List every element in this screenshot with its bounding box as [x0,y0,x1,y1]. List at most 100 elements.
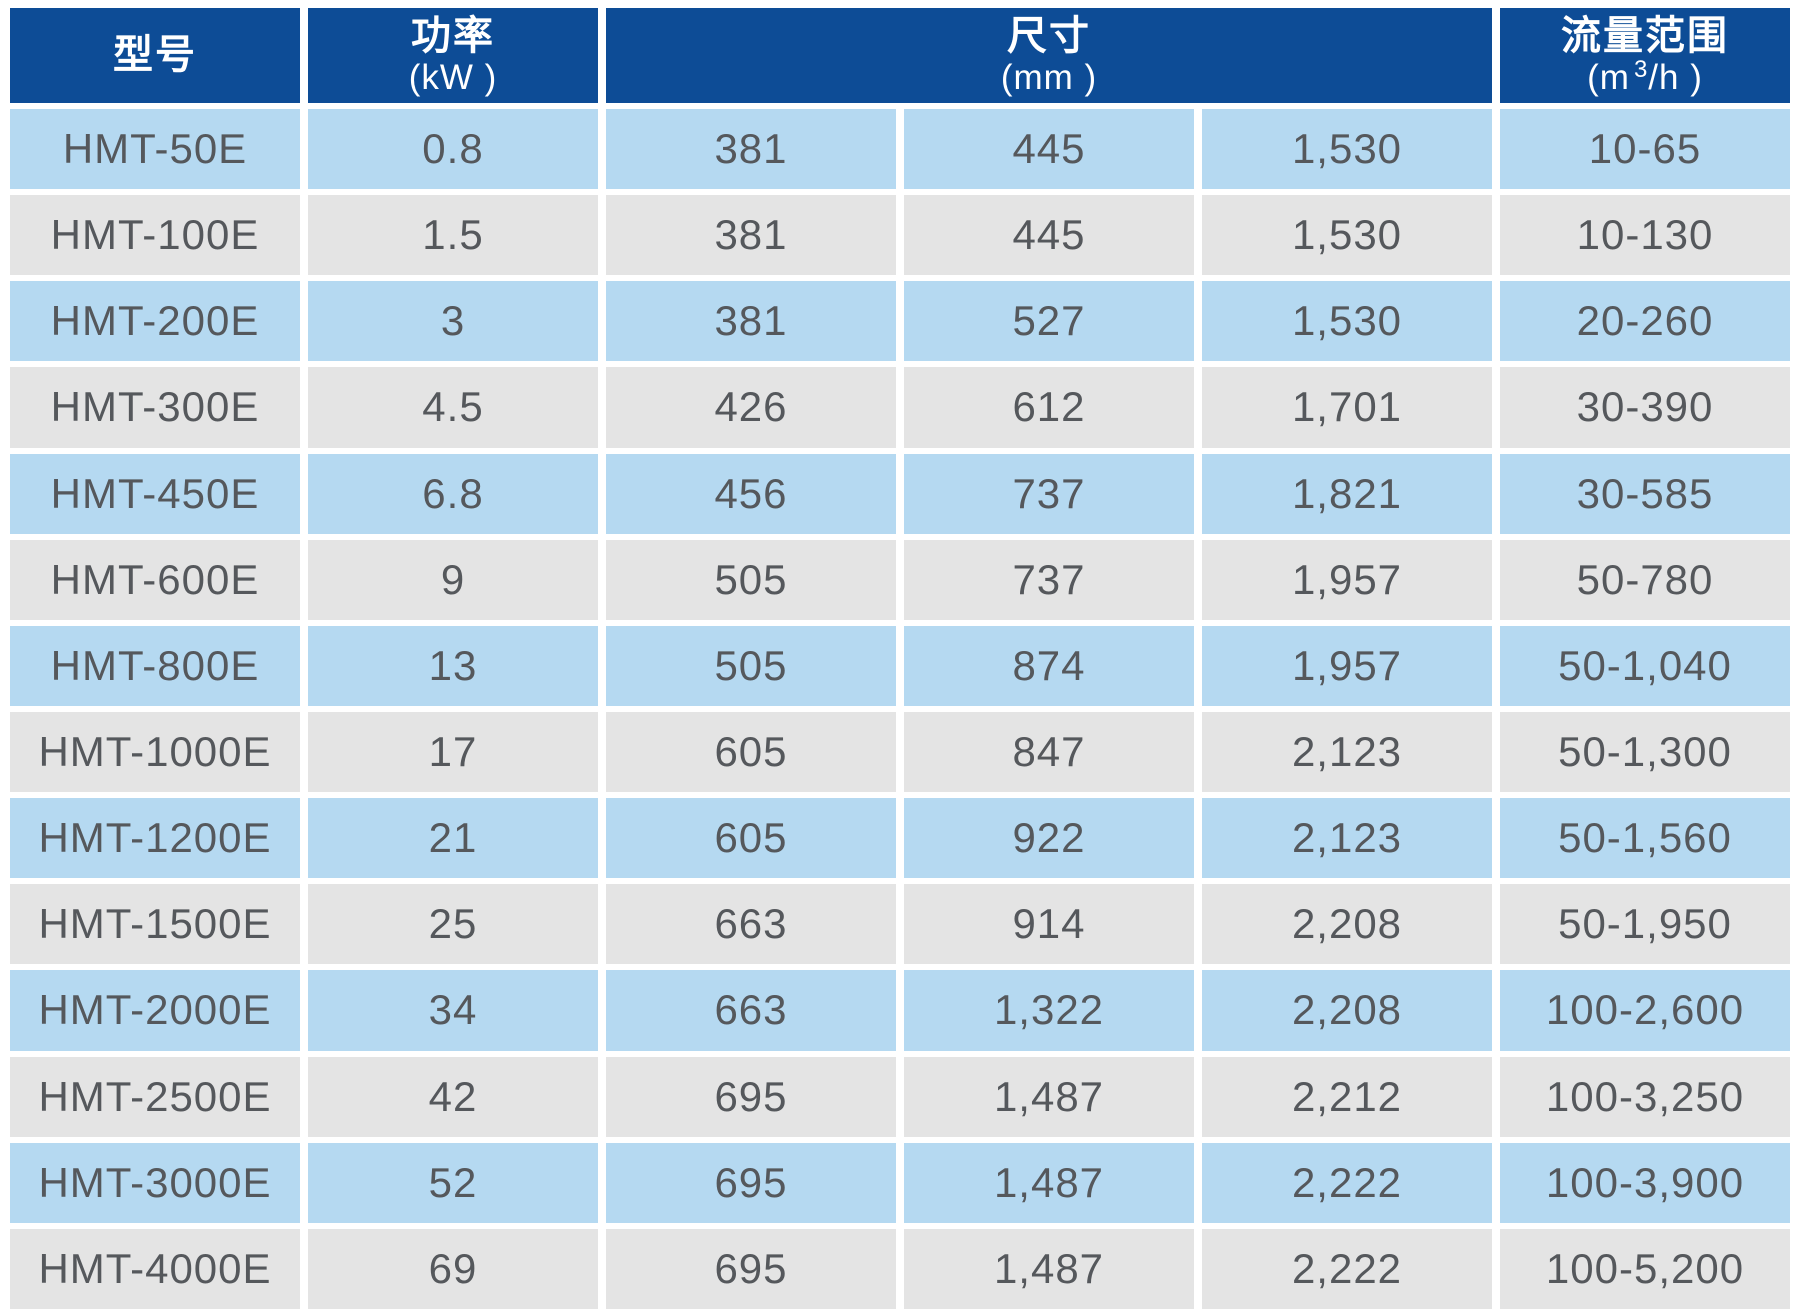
power-cell: 3 [308,281,598,362]
header-power-title: 功率 [411,13,495,58]
flow-range-cell: 20-260 [1500,281,1790,362]
dimension-width-cell: 456 [606,453,896,534]
dimension-width-cell: 505 [606,625,896,706]
dimension-width-cell: 695 [606,1056,896,1137]
dimension-depth-cell: 445 [904,195,1194,276]
power-cell: 52 [308,1142,598,1223]
dimension-depth-cell: 737 [904,453,1194,534]
header-power-unit: (kW ) [408,58,498,98]
dimension-height-cell: 1,957 [1202,539,1492,620]
power-cell: 4.5 [308,367,598,448]
dimension-height-cell: 2,208 [1202,970,1492,1051]
flow-range-cell: 30-585 [1500,453,1790,534]
dimension-height-cell: 2,222 [1202,1228,1492,1309]
flow-range-cell: 50-1,040 [1500,625,1790,706]
model-cell: HMT-300E [10,367,300,448]
flow-range-cell: 50-1,300 [1500,712,1790,793]
model-cell: HMT-2500E [10,1056,300,1137]
flow-range-cell: 50-1,950 [1500,884,1790,965]
flow-range-cell: 10-130 [1500,195,1790,276]
power-cell: 9 [308,539,598,620]
power-cell: 25 [308,884,598,965]
dimension-height-cell: 2,222 [1202,1142,1492,1223]
flow-range-cell: 100-3,900 [1500,1142,1790,1223]
spec-table: 型号 功率 (kW ) 尺寸 (mm ) 流量范围 (m 3/h ) HMT-50… [10,8,1790,1309]
dimension-depth-cell: 527 [904,281,1194,362]
dimension-depth-cell: 914 [904,884,1194,965]
header-flow-cell: 流量范围 (m 3/h ) [1500,8,1790,103]
dimension-height-cell: 1,530 [1202,109,1492,190]
header-flow-unit: (m 3/h ) [1587,55,1703,98]
header-power-cell: 功率 (kW ) [308,8,598,103]
power-cell: 17 [308,712,598,793]
dimension-depth-cell: 1,487 [904,1142,1194,1223]
flow-unit-superscript: 3 [1633,55,1649,83]
power-cell: 42 [308,1056,598,1137]
dimension-depth-cell: 737 [904,539,1194,620]
dimension-height-cell: 1,530 [1202,281,1492,362]
flow-unit-open: (m [1587,58,1630,98]
dimension-width-cell: 426 [606,367,896,448]
dimension-depth-cell: 445 [904,109,1194,190]
model-cell: HMT-100E [10,195,300,276]
dimension-width-cell: 663 [606,884,896,965]
dimension-width-cell: 381 [606,195,896,276]
dimension-width-cell: 605 [606,798,896,879]
dimension-depth-cell: 922 [904,798,1194,879]
model-cell: HMT-50E [10,109,300,190]
model-cell: HMT-600E [10,539,300,620]
dimension-width-cell: 663 [606,970,896,1051]
model-cell: HMT-1000E [10,712,300,793]
model-cell: HMT-200E [10,281,300,362]
power-cell: 1.5 [308,195,598,276]
dimension-width-cell: 605 [606,712,896,793]
dimension-depth-cell: 1,322 [904,970,1194,1051]
flow-range-cell: 100-5,200 [1500,1228,1790,1309]
dimension-height-cell: 2,212 [1202,1056,1492,1137]
header-model-title: 型号 [113,33,197,78]
header-model-cell: 型号 [10,8,300,103]
dimension-depth-cell: 874 [904,625,1194,706]
dimension-depth-cell: 847 [904,712,1194,793]
model-cell: HMT-2000E [10,970,300,1051]
power-cell: 6.8 [308,453,598,534]
dimension-height-cell: 2,123 [1202,798,1492,879]
model-cell: HMT-1500E [10,884,300,965]
model-cell: HMT-450E [10,453,300,534]
dimension-height-cell: 1,821 [1202,453,1492,534]
header-dimensions-title: 尺寸 [1007,13,1091,58]
dimension-width-cell: 695 [606,1228,896,1309]
flow-unit-close: /h ) [1648,58,1703,98]
dimension-depth-cell: 612 [904,367,1194,448]
model-cell: HMT-1200E [10,798,300,879]
flow-range-cell: 100-2,600 [1500,970,1790,1051]
flow-range-cell: 30-390 [1500,367,1790,448]
header-flow-title: 流量范围 [1561,13,1729,58]
flow-range-cell: 50-1,560 [1500,798,1790,879]
flow-range-cell: 10-65 [1500,109,1790,190]
header-dimensions-cell: 尺寸 (mm ) [606,8,1492,103]
dimension-width-cell: 505 [606,539,896,620]
header-dimensions-unit: (mm ) [1000,58,1098,98]
dimension-height-cell: 2,208 [1202,884,1492,965]
model-cell: HMT-3000E [10,1142,300,1223]
power-cell: 34 [308,970,598,1051]
power-cell: 21 [308,798,598,879]
dimension-width-cell: 381 [606,281,896,362]
power-cell: 0.8 [308,109,598,190]
dimension-depth-cell: 1,487 [904,1056,1194,1137]
model-cell: HMT-4000E [10,1228,300,1309]
dimension-height-cell: 1,957 [1202,625,1492,706]
flow-range-cell: 100-3,250 [1500,1056,1790,1137]
dimension-depth-cell: 1,487 [904,1228,1194,1309]
model-cell: HMT-800E [10,625,300,706]
dimension-width-cell: 381 [606,109,896,190]
dimension-height-cell: 1,530 [1202,195,1492,276]
dimension-height-cell: 1,701 [1202,367,1492,448]
power-cell: 69 [308,1228,598,1309]
flow-range-cell: 50-780 [1500,539,1790,620]
dimension-width-cell: 695 [606,1142,896,1223]
power-cell: 13 [308,625,598,706]
dimension-height-cell: 2,123 [1202,712,1492,793]
